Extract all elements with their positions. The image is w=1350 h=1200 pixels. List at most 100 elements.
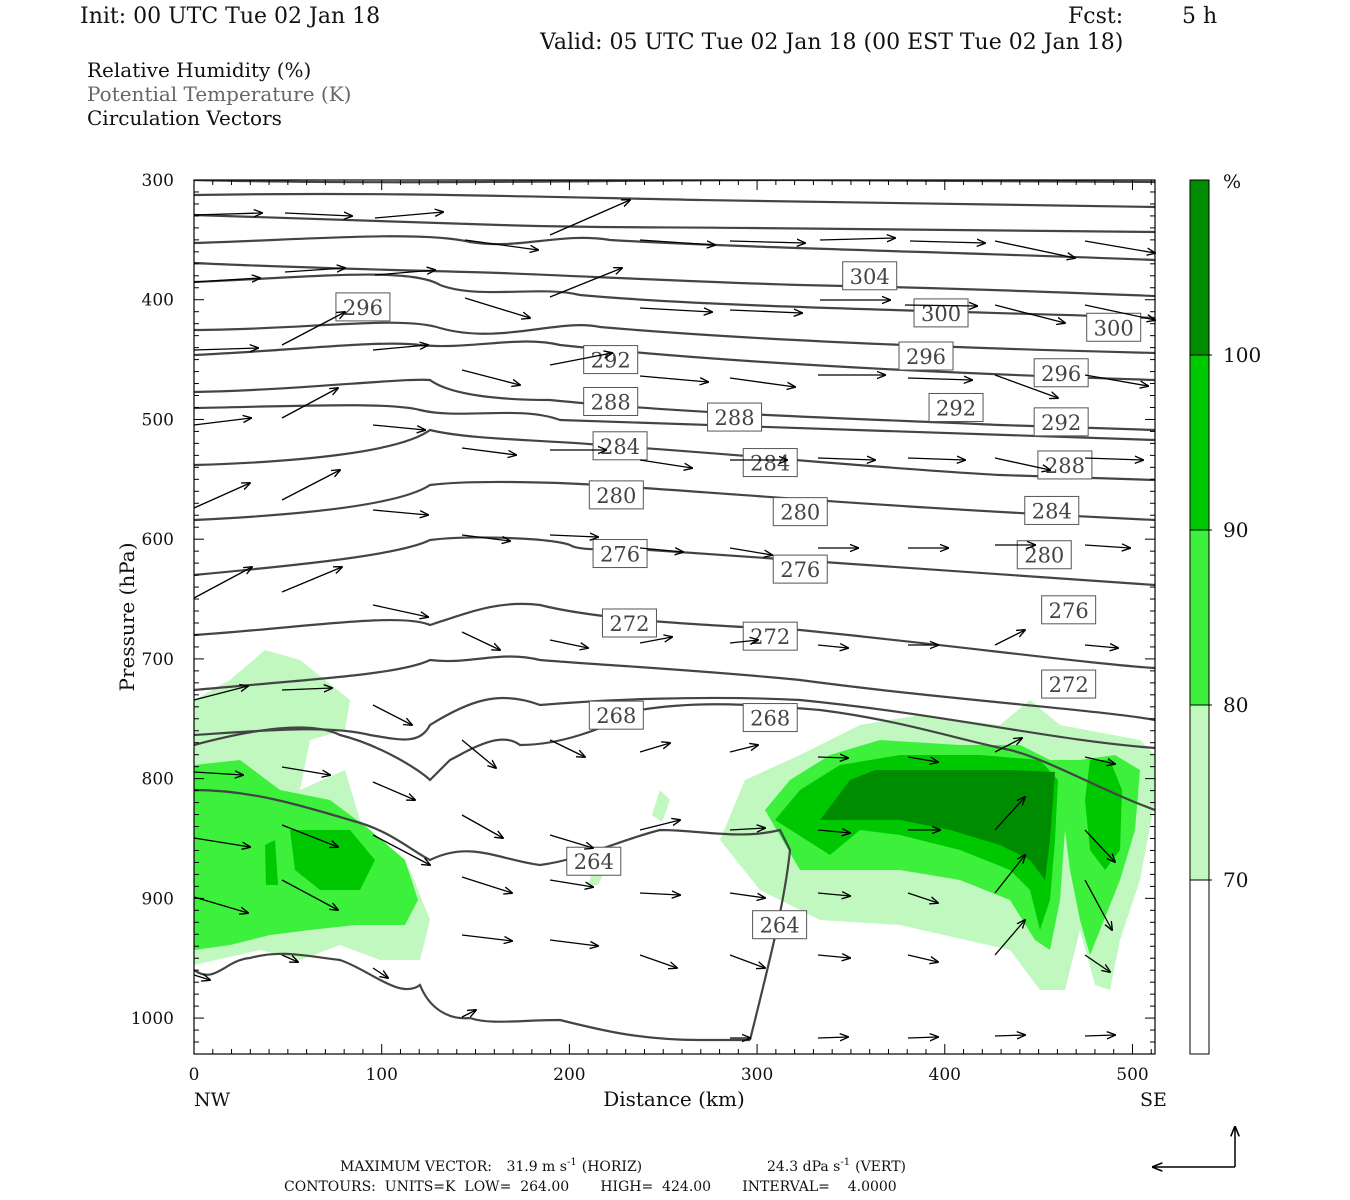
contours-info: CONTOURS: UNITS=K LOW= 264.00 HIGH= 424.… [284,1179,897,1195]
contour-label: 284 [1024,495,1080,525]
vector [639,375,708,382]
theta-contour [194,602,1155,670]
contour-label: 300 [913,298,969,328]
vector [372,967,388,978]
theta-contour [194,192,1155,209]
y-axis-title: Pressure (hPa) [115,543,139,692]
init-time: Init: 00 UTC Tue 02 Jan 18 [80,4,381,29]
vector [994,920,1025,956]
theta-contour [194,536,1155,587]
svg-text:300: 300 [1094,316,1134,340]
svg-text:276: 276 [780,558,820,582]
rh-90-blob [265,840,278,885]
vector [1084,954,1110,972]
rh-90-region-west [290,830,375,890]
y-tick-label: 500 [142,410,174,430]
vector [909,241,985,243]
vector [729,377,795,387]
max-vector-horizontal: 31.9 m s [506,1159,567,1175]
colorbar-label: 100 [1223,343,1261,367]
vector [639,954,677,968]
theta-contour [194,235,1155,262]
vector [549,268,622,298]
svg-text:288: 288 [715,406,755,430]
svg-text:276: 276 [1049,599,1089,623]
vector [994,797,1025,831]
svg-text:MAXIMUM VECTOR: 31.9 m s: MAXIMUM VECTOR: 31.9 m s-1 (HORIZ) [340,1157,642,1175]
contour-label: 272 [742,621,798,651]
vector [819,238,895,240]
svg-text:24.3 dPa s-1(VERT): 24.3 dPa s-1 (VERT) [767,1157,906,1175]
vector [1084,879,1112,930]
vector [284,268,345,272]
vector [193,418,251,426]
vector [729,310,802,313]
svg-text:288: 288 [591,390,631,414]
vector [729,547,772,555]
svg-text:296: 296 [906,345,946,369]
vector [372,424,425,430]
contour-label: 296 [898,341,954,371]
vector [994,630,1025,646]
vector [549,353,612,366]
svg-text:272: 272 [1049,673,1089,697]
forecast-label: Fcst: [1068,4,1124,29]
theta-contour [194,788,792,1041]
horizontal-unit: (HORIZ) [582,1159,642,1175]
vector [994,240,1075,258]
vector [461,1010,476,1018]
vector [817,458,875,460]
vector [639,459,692,468]
contour-label: 268 [588,700,644,730]
vector [461,934,512,941]
vector [461,369,520,385]
vector [817,1037,848,1038]
vector [1084,829,1115,862]
theta-contour [194,213,1155,234]
vector [549,739,585,757]
contour-label: 300 [1086,312,1142,342]
theta-contour [194,273,1155,320]
x-tick-label: 200 [553,1065,585,1085]
contour-label: 280 [588,480,644,510]
svg-text:276: 276 [600,543,640,567]
contour-label: 268 [742,703,798,733]
vector [549,200,630,236]
theta-contour [194,428,1155,482]
vector [461,739,496,768]
vector [729,640,758,643]
contour-label: 272 [1041,669,1097,699]
contour-label: 276 [1041,595,1097,625]
contour-label: 296 [1033,358,1089,388]
rh-shading [194,650,1155,990]
vector [639,743,670,753]
forecast-hours: 5 h [1182,4,1218,29]
vector [549,535,598,537]
vector [464,297,530,318]
vector [1084,1035,1115,1036]
vector [639,239,715,245]
svg-text:296: 296 [1041,362,1081,386]
contour-label: 288 [1037,450,1093,480]
svg-text:304: 304 [850,265,890,289]
legend-rh: Relative Humidity (%) [87,58,312,82]
vector [549,639,588,648]
vector [281,954,298,962]
vector [372,834,430,865]
x-end-label-left: NW [194,1089,231,1111]
svg-text:268: 268 [750,707,790,731]
vector [464,239,538,250]
theta-contour [194,655,1155,722]
vector [193,686,248,701]
x-tick-label: 300 [741,1065,773,1085]
vector [729,892,765,898]
vector [817,893,850,896]
legend-theta: Potential Temperature (K) [87,82,352,106]
vector [639,308,712,312]
vector [639,820,680,831]
vector [639,637,672,644]
colorbar-label: 90 [1223,518,1248,542]
vector [461,534,510,541]
rh-100-region-east [820,770,1055,880]
